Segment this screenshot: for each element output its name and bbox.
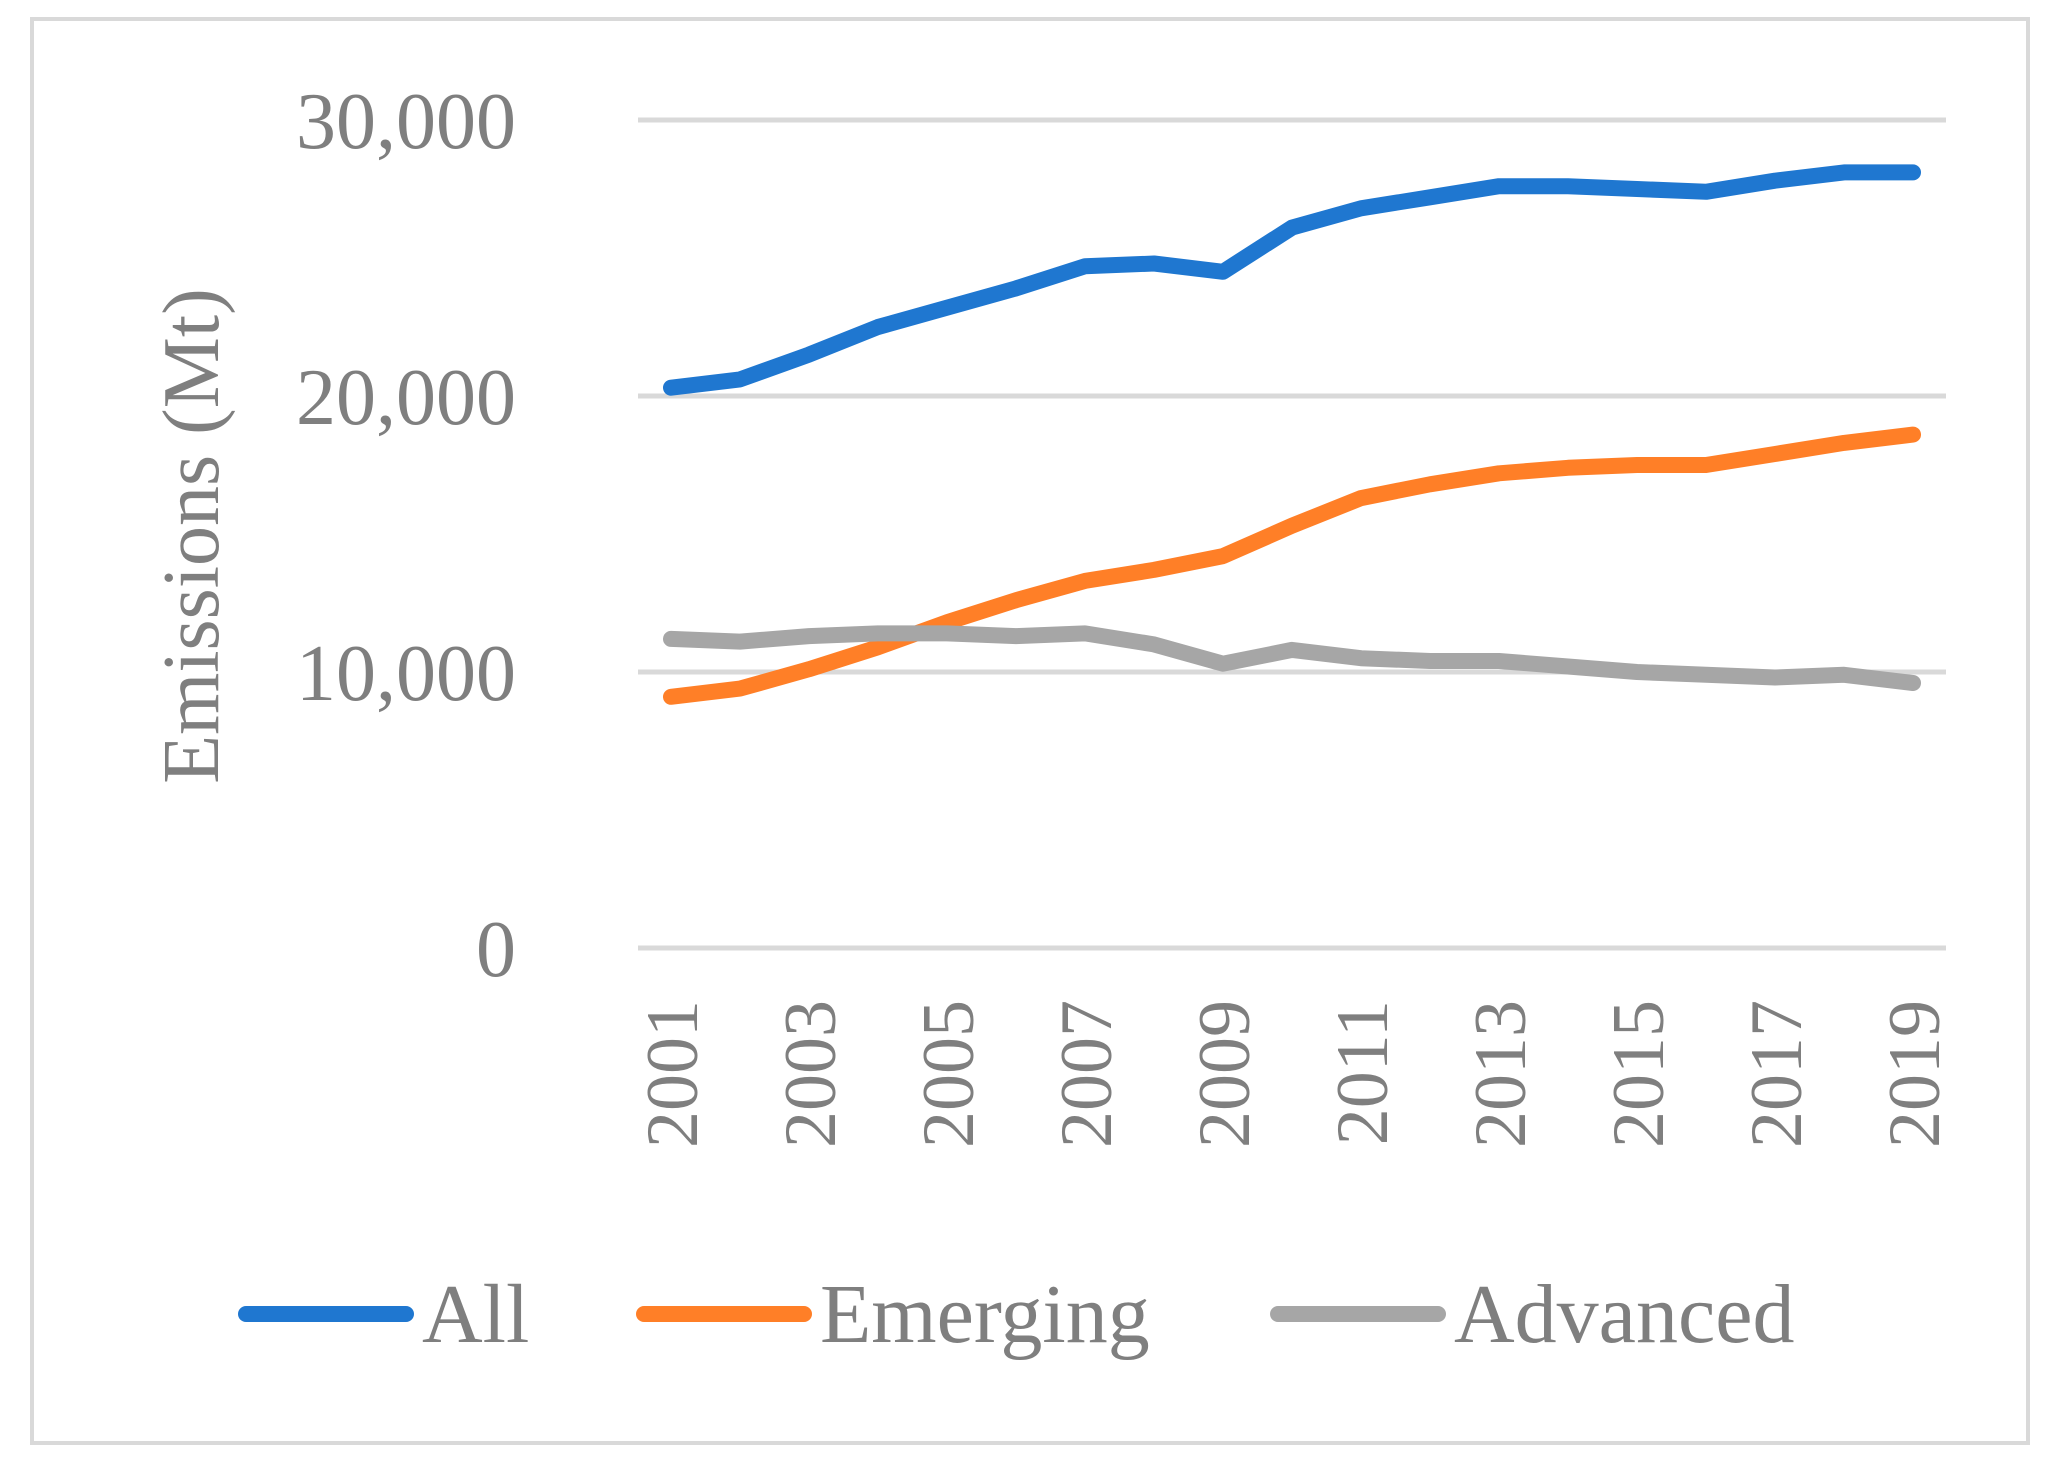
- chart-frame: [30, 17, 2030, 1445]
- x-axis-ticks: 2001 2003 2005 2007 2009 2011 2013 2015 2017 2019: [632, 1000, 1956, 1148]
- x-tick-label: 2019: [1874, 1000, 1956, 1148]
- x-tick-label: 2003: [770, 1000, 852, 1148]
- series-line-all: [663, 164, 1921, 396]
- legend: All Emerging Advanced: [238, 1268, 1795, 1361]
- x-tick-label: 2017: [1736, 1000, 1818, 1148]
- y-axis-label: Emissions (Mt): [148, 288, 236, 784]
- x-tick-label: 2011: [1322, 1000, 1404, 1145]
- series-line-emerging: [663, 426, 1921, 705]
- legend-label-emerging: Emerging: [820, 1268, 1150, 1361]
- y-axis-ticks: 0 10,000 20,000 30,000: [296, 78, 516, 994]
- y-tick-label: 30,000: [296, 78, 516, 166]
- legend-label-all: All: [422, 1268, 529, 1361]
- legend-label-advanced: Advanced: [1454, 1268, 1795, 1361]
- x-tick-label: 2007: [1046, 1000, 1128, 1148]
- x-tick-label: 2001: [632, 1000, 714, 1148]
- y-tick-label: 10,000: [296, 630, 516, 718]
- x-tick-label: 2013: [1460, 1000, 1542, 1148]
- series-line-advanced: [663, 625, 1921, 691]
- x-tick-label: 2009: [1184, 1000, 1266, 1148]
- x-tick-label: 2015: [1598, 1000, 1680, 1148]
- x-tick-label: 2005: [908, 1000, 990, 1148]
- y-tick-label: 0: [476, 906, 516, 994]
- series-lines: [663, 164, 1921, 705]
- y-tick-label: 20,000: [296, 354, 516, 442]
